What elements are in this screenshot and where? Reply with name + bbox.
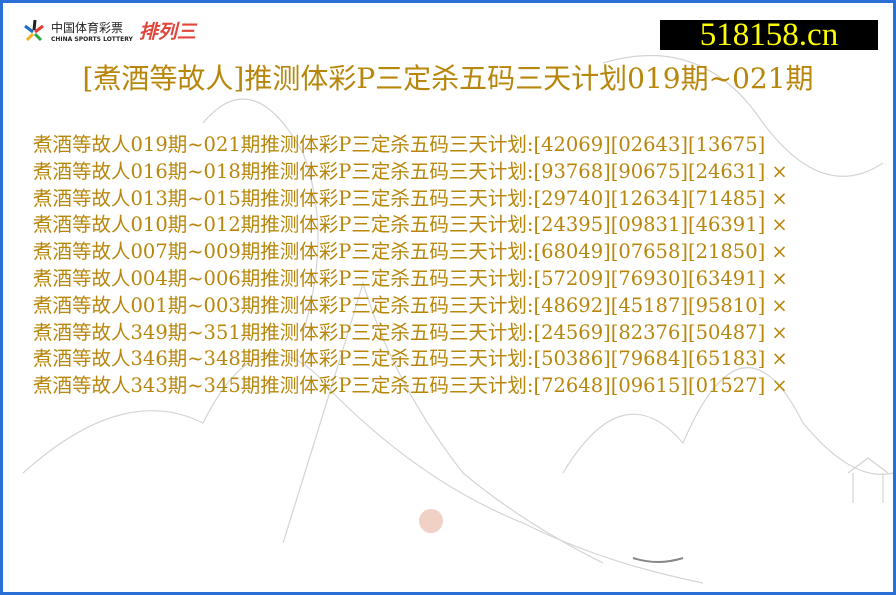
logo-english-text: CHINA SPORTS LOTTERY [51,35,133,43]
plan-text: 煮酒等故人001期~003期推测体彩P三定杀五码三天计划:[48692][451… [33,293,766,317]
result-mark: × [771,320,788,344]
list-item: 煮酒等故人343期~345期推测体彩P三定杀五码三天计划:[72648][096… [33,373,788,400]
result-mark: × [771,266,788,290]
list-item: 煮酒等故人019期~021期推测体彩P三定杀五码三天计划:[42069][026… [33,132,788,159]
page-title: [煮酒等故人]推测体彩P三定杀五码三天计划019期~021期 [82,62,814,95]
plan-text: 煮酒等故人343期~345期推测体彩P三定杀五码三天计划:[72648][096… [33,374,766,398]
plan-text: 煮酒等故人016期~018期推测体彩P三定杀五码三天计划:[93768][906… [33,159,766,183]
plan-text: 煮酒等故人010期~012期推测体彩P三定杀五码三天计划:[24395][098… [33,213,766,237]
list-item: 煮酒等故人007期~009期推测体彩P三定杀五码三天计划:[68049][076… [33,239,788,266]
plan-text: 煮酒等故人346期~348期推测体彩P三定杀五码三天计划:[50386][796… [33,347,766,371]
logo-chinese-text: 中国体育彩票 [51,20,124,35]
list-item: 煮酒等故人346期~348期推测体彩P三定杀五码三天计划:[50386][796… [33,346,788,373]
lottery-star-icon [21,18,47,44]
landscape-background-image [22,54,893,584]
plan-text: 煮酒等故人019期~021期推测体彩P三定杀五码三天计划:[42069][026… [33,133,766,156]
result-mark: × [771,213,788,237]
list-item: 煮酒等故人004期~006期推测体彩P三定杀五码三天计划:[57209][769… [33,266,788,293]
result-mark: × [771,159,788,183]
list-item: 煮酒等故人010期~012期推测体彩P三定杀五码三天计划:[24395][098… [33,212,788,239]
plan-list: 煮酒等故人019期~021期推测体彩P三定杀五码三天计划:[42069][026… [33,132,788,400]
logo-game-name: 排列三 [138,21,196,43]
result-mark: × [771,347,788,371]
result-mark: × [771,186,788,210]
china-sports-lottery-logo: 中国体育彩票 CHINA SPORTS LOTTERY 排列三 [21,17,196,44]
plan-text: 煮酒等故人349期~351期推测体彩P三定杀五码三天计划:[24569][823… [33,320,766,344]
site-badge: 518158.cn [660,19,878,52]
plan-text: 煮酒等故人004期~006期推测体彩P三定杀五码三天计划:[57209][769… [33,266,766,290]
plan-text: 煮酒等故人013期~015期推测体彩P三定杀五码三天计划:[29740][126… [33,186,766,210]
result-mark: × [771,293,788,317]
list-item: 煮酒等故人013期~015期推测体彩P三定杀五码三天计划:[29740][126… [33,186,788,213]
plan-text: 煮酒等故人007期~009期推测体彩P三定杀五码三天计划:[68049][076… [33,240,766,264]
result-mark: × [771,240,788,264]
list-item: 煮酒等故人349期~351期推测体彩P三定杀五码三天计划:[24569][823… [33,320,788,347]
list-item: 煮酒等故人001期~003期推测体彩P三定杀五码三天计划:[48692][451… [33,293,788,320]
list-item: 煮酒等故人016期~018期推测体彩P三定杀五码三天计划:[93768][906… [33,159,788,186]
result-mark: × [771,374,788,398]
